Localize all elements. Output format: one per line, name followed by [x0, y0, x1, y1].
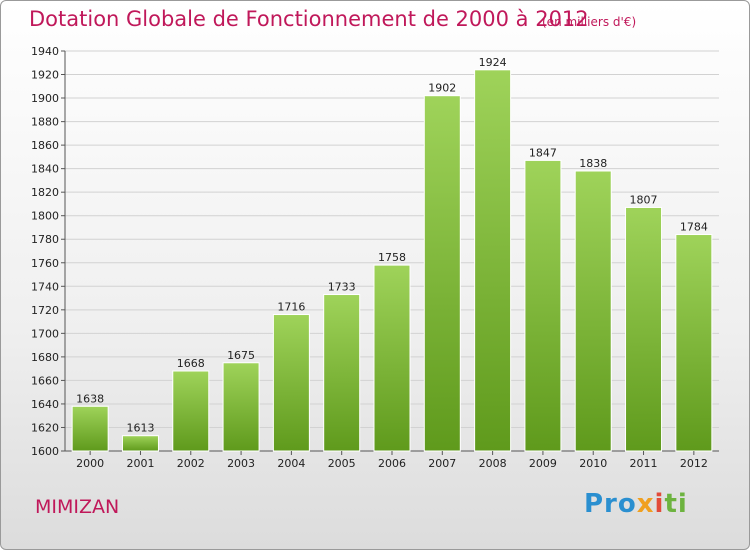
y-tick-label: 1720 — [31, 304, 59, 317]
y-tick-label: 1800 — [31, 210, 59, 223]
x-tick-label-2007: 2007 — [428, 457, 456, 470]
y-tick-label: 1920 — [31, 69, 59, 82]
y-tick-label: 1620 — [31, 421, 59, 434]
value-label-2004: 1716 — [277, 301, 305, 314]
bar-2007 — [423, 95, 461, 452]
y-tick-label: 1860 — [31, 139, 59, 152]
value-label-2002: 1668 — [177, 357, 205, 370]
bar-2004 — [272, 314, 310, 452]
y-tick-label: 1740 — [31, 280, 59, 293]
y-tick-label: 1640 — [31, 398, 59, 411]
y-tick-label: 1820 — [31, 186, 59, 199]
bar-2010 — [574, 170, 612, 452]
y-tick-label: 1680 — [31, 351, 59, 364]
value-label-2001: 1613 — [126, 422, 154, 435]
y-tick-label: 1600 — [31, 445, 59, 458]
value-label-2005: 1733 — [328, 281, 356, 294]
value-label-2006: 1758 — [378, 251, 406, 264]
value-label-2012: 1784 — [680, 221, 708, 234]
x-tick-label-2009: 2009 — [529, 457, 557, 470]
y-tick-label: 1660 — [31, 374, 59, 387]
value-label-2007: 1902 — [428, 82, 456, 95]
bar-2011 — [625, 206, 663, 452]
x-tick-label-2011: 2011 — [630, 457, 658, 470]
bar-2009 — [524, 159, 562, 452]
y-tick-label: 1880 — [31, 116, 59, 129]
bar-2000 — [71, 405, 109, 452]
x-tick-label-2003: 2003 — [227, 457, 255, 470]
value-label-2000: 1638 — [76, 392, 104, 405]
bar-2006 — [373, 264, 411, 452]
x-tick-label-2006: 2006 — [378, 457, 406, 470]
x-tick-label-2012: 2012 — [680, 457, 708, 470]
bar-2012 — [675, 234, 713, 452]
value-label-2008: 1924 — [479, 56, 507, 69]
y-tick-label: 1840 — [31, 163, 59, 176]
y-tick-label: 1700 — [31, 327, 59, 340]
x-tick-label-2002: 2002 — [177, 457, 205, 470]
proxiti-logo: Proxiti — [584, 489, 688, 519]
y-tick-label: 1900 — [31, 92, 59, 105]
bar-2005 — [323, 294, 361, 452]
x-tick-label-2000: 2000 — [76, 457, 104, 470]
commune-name: MIMIZAN — [35, 496, 120, 518]
x-tick-label-2001: 2001 — [126, 457, 154, 470]
value-label-2003: 1675 — [227, 349, 255, 362]
bar-2003 — [222, 362, 260, 452]
bar-2001 — [121, 435, 159, 452]
x-tick-label-2004: 2004 — [277, 457, 305, 470]
value-label-2011: 1807 — [630, 193, 658, 206]
y-tick-label: 1780 — [31, 233, 59, 246]
chart-title: Dotation Globale de Fonctionnement de 20… — [29, 7, 589, 31]
chart-units: (en milliers d'€) — [542, 15, 637, 29]
y-tick-label: 1760 — [31, 257, 59, 270]
bar-2002 — [172, 370, 210, 452]
value-label-2009: 1847 — [529, 146, 557, 159]
x-tick-label-2008: 2008 — [479, 457, 507, 470]
x-tick-label-2010: 2010 — [579, 457, 607, 470]
bar-2008 — [474, 69, 512, 452]
y-tick-label: 1940 — [31, 45, 59, 58]
x-tick-label-2005: 2005 — [328, 457, 356, 470]
value-label-2010: 1838 — [579, 157, 607, 170]
